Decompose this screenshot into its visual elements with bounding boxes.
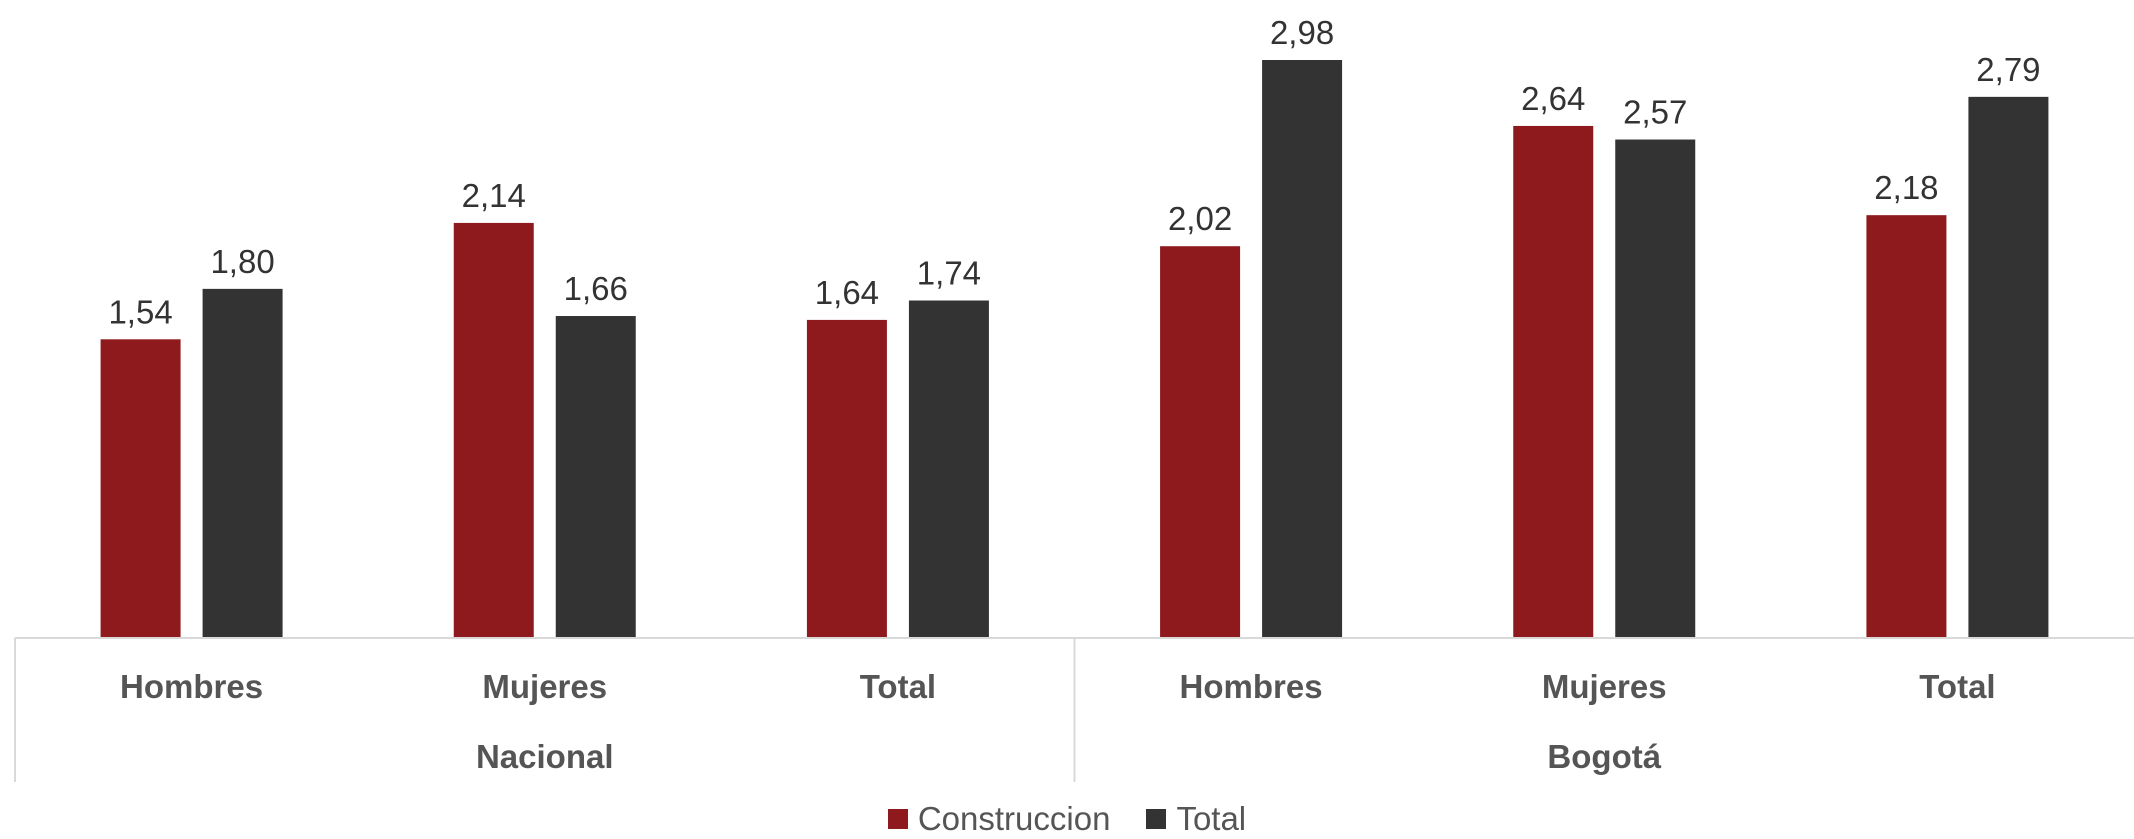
bar-total-bogotá-hombres xyxy=(1262,60,1343,638)
group-label: Nacional xyxy=(476,738,614,775)
bar-construccion-nacional-hombres xyxy=(100,339,181,638)
bar-total-bogotá-total xyxy=(1968,96,2049,638)
legend-label-total: Total xyxy=(1176,800,1247,837)
data-label: 1,74 xyxy=(917,255,981,292)
data-label: 1,64 xyxy=(815,274,879,311)
bar-total-bogotá-mujeres xyxy=(1615,139,1696,638)
bar-total-nacional-mujeres xyxy=(555,316,636,638)
data-label: 2,98 xyxy=(1270,14,1334,51)
data-label: 2,18 xyxy=(1874,169,1938,206)
legend-swatch-total xyxy=(1146,809,1167,829)
category-label: Mujeres xyxy=(482,668,607,705)
category-label: Total xyxy=(860,668,936,705)
data-label: 1,80 xyxy=(210,243,274,280)
legend-swatch-construccion xyxy=(887,809,908,829)
group-label: Bogotá xyxy=(1547,738,1661,775)
data-label: 2,14 xyxy=(462,177,526,214)
bar-construccion-nacional-mujeres xyxy=(453,222,534,638)
data-label: 2,02 xyxy=(1168,200,1232,237)
data-label: 2,57 xyxy=(1623,94,1687,131)
legend-item-construccion: Construccion xyxy=(887,800,1111,838)
bar-construccion-bogotá-hombres xyxy=(1160,246,1241,638)
bar-construccion-nacional-total xyxy=(806,319,887,638)
category-axis: Hombres Mujeres Total Nacional Hombres Mujere… xyxy=(14,637,2134,782)
bars-layer: 1,54 1,80 2,14 1,66 1,64 1,74 2,02 2,98 2,64 2,57… xyxy=(100,14,2049,639)
category-label: Total xyxy=(1919,668,1995,705)
data-label: 1,54 xyxy=(108,293,172,330)
legend-item-total: Total xyxy=(1146,800,1246,838)
legend-label-construccion: Construccion xyxy=(917,800,1111,837)
category-label: Mujeres xyxy=(1542,668,1667,705)
category-label: Hombres xyxy=(1180,668,1323,705)
bar-construccion-bogotá-total xyxy=(1866,215,1947,638)
bar-construccion-bogotá-mujeres xyxy=(1513,125,1594,639)
category-label: Hombres xyxy=(120,668,263,705)
bar-total-nacional-total xyxy=(908,300,989,638)
data-label: 1,66 xyxy=(564,270,628,307)
bar-total-nacional-hombres xyxy=(202,288,283,638)
data-label: 2,64 xyxy=(1521,80,1585,117)
data-label: 2,79 xyxy=(1976,51,2040,88)
legend: Construccion Total xyxy=(0,800,2134,838)
